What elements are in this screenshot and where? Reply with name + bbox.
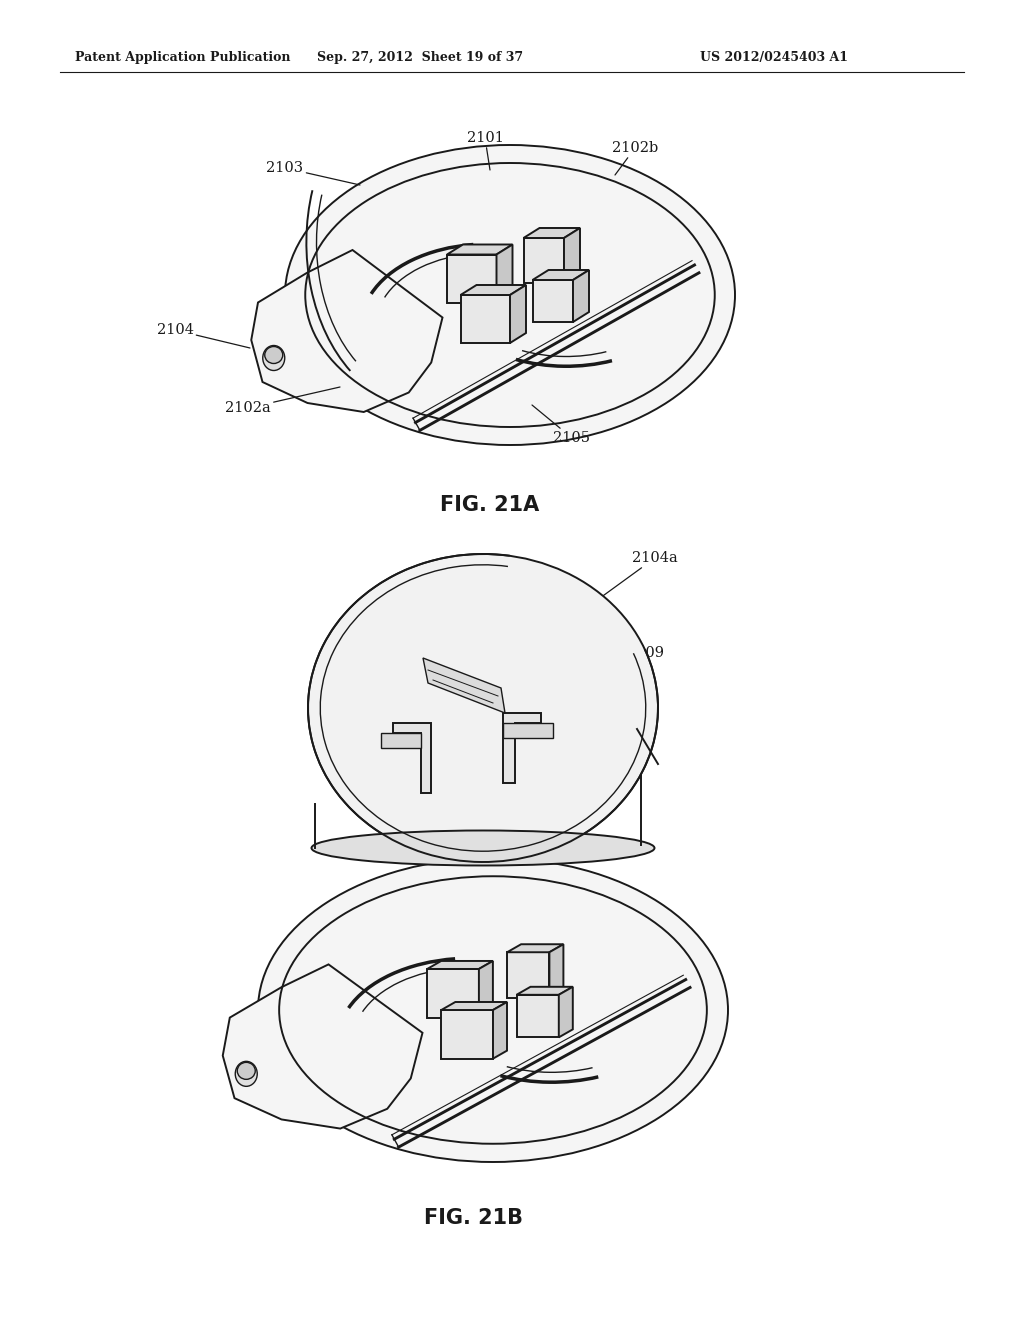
Polygon shape: [461, 294, 510, 343]
Text: 2104: 2104: [157, 323, 250, 348]
Polygon shape: [441, 1010, 493, 1059]
Text: 2109: 2109: [410, 711, 470, 735]
Polygon shape: [447, 255, 497, 302]
Polygon shape: [381, 733, 421, 748]
Text: 2101: 2101: [467, 131, 504, 170]
Polygon shape: [510, 285, 526, 343]
Polygon shape: [516, 995, 559, 1038]
Text: 2105: 2105: [532, 405, 591, 445]
Ellipse shape: [263, 346, 285, 371]
Polygon shape: [427, 969, 479, 1018]
Polygon shape: [516, 987, 572, 995]
Polygon shape: [559, 987, 572, 1038]
Ellipse shape: [308, 554, 658, 862]
Polygon shape: [550, 944, 563, 998]
Text: FIG. 21A: FIG. 21A: [440, 495, 540, 515]
Ellipse shape: [236, 1061, 257, 1086]
Polygon shape: [497, 244, 512, 302]
Polygon shape: [532, 271, 589, 280]
Text: Sep. 27, 2012  Sheet 19 of 37: Sep. 27, 2012 Sheet 19 of 37: [317, 51, 523, 65]
Ellipse shape: [238, 1063, 255, 1080]
Polygon shape: [441, 1002, 507, 1010]
Polygon shape: [393, 723, 431, 793]
Polygon shape: [523, 238, 564, 282]
Polygon shape: [507, 952, 550, 998]
Polygon shape: [251, 249, 442, 412]
Polygon shape: [479, 961, 493, 1018]
Polygon shape: [503, 713, 541, 783]
Polygon shape: [573, 271, 589, 322]
Text: 2102a: 2102a: [225, 387, 340, 414]
Ellipse shape: [285, 145, 735, 445]
Ellipse shape: [311, 830, 654, 866]
Text: US 2012/0245403 A1: US 2012/0245403 A1: [700, 51, 848, 65]
Ellipse shape: [258, 858, 728, 1162]
Polygon shape: [532, 280, 573, 322]
Polygon shape: [423, 657, 505, 713]
Text: 2109: 2109: [590, 645, 664, 668]
Text: 2102b: 2102b: [612, 141, 658, 176]
Polygon shape: [507, 944, 563, 952]
Polygon shape: [523, 228, 580, 238]
Ellipse shape: [265, 346, 283, 363]
Polygon shape: [223, 965, 423, 1129]
Polygon shape: [427, 961, 493, 969]
Polygon shape: [447, 244, 512, 255]
Text: 2103: 2103: [266, 161, 360, 185]
Polygon shape: [461, 285, 526, 294]
Text: FIG. 21B: FIG. 21B: [424, 1208, 522, 1228]
Polygon shape: [493, 1002, 507, 1059]
Polygon shape: [564, 228, 580, 282]
Polygon shape: [503, 723, 553, 738]
Text: Patent Application Publication: Patent Application Publication: [75, 51, 291, 65]
Text: 2104a: 2104a: [600, 550, 678, 598]
